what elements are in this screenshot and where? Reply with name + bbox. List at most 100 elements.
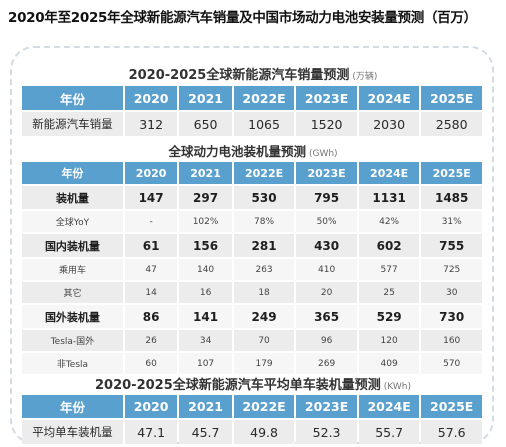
data-cell: 25 [358, 282, 420, 303]
data-cell: 725 [421, 259, 482, 280]
data-cell: 529 [358, 305, 420, 328]
data-cell: 18 [233, 282, 295, 303]
data-cell: 70 [233, 330, 295, 351]
ev-sales-title: 2020-2025全球新能源汽车销量预测 (万辆) [0, 64, 506, 83]
row-label: 国内装机量 [22, 234, 123, 257]
avg-capacity-table: 年份 2020 2021 2022E 2023E 2024E 2025E 平均单车装机量 47.… [20, 393, 484, 446]
data-cell: 530 [233, 186, 295, 209]
battery-install-title: 全球动力电池装机量预测 (GWh) [0, 141, 506, 160]
header-cell-year: 2020 [124, 86, 178, 110]
header-cell-year: 2023E [296, 395, 357, 418]
data-cell: 47.1 [124, 420, 178, 444]
data-cell: 26 [124, 330, 178, 351]
data-cell: 50% [296, 211, 357, 232]
data-cell: 120 [358, 330, 420, 351]
data-cell: 156 [179, 234, 232, 257]
avg-capacity-unit: (KWh) [383, 382, 411, 392]
data-cell: 409 [358, 353, 420, 374]
header-cell-year-label: 年份 [22, 86, 123, 110]
data-cell: 650 [179, 112, 232, 136]
data-cell: 107 [179, 353, 232, 374]
data-cell: 179 [233, 353, 295, 374]
row-label: 装机量 [22, 186, 123, 209]
data-cell: 730 [421, 305, 482, 328]
header-row: 年份 2020 2021 2022E 2023E 2024E 2025E [22, 395, 482, 418]
row-label: 国外装机量 [22, 305, 123, 328]
avg-capacity-title-text: 2020-2025全球新能源汽车平均单车装机量预测 [95, 378, 381, 393]
header-row: 年份 2020 2021 2022E 2023E 2024E 2025E [22, 162, 482, 184]
data-cell: 2030 [358, 112, 420, 136]
header-cell-year: 2022E [233, 395, 295, 418]
header-cell-year: 2021 [179, 86, 232, 110]
table-row: 国外装机量 86 141 249 365 529 730 [22, 305, 482, 328]
data-cell: 263 [233, 259, 295, 280]
data-cell: 55.7 [358, 420, 420, 444]
data-cell: - [124, 211, 178, 232]
row-label: 乘用车 [22, 259, 123, 280]
row-label: 平均单车装机量 [22, 420, 123, 444]
row-label: 新能源汽车销量 [22, 112, 123, 136]
header-cell-year-label: 年份 [22, 395, 123, 418]
ev-sales-unit: (万辆) [352, 72, 378, 82]
data-cell: 102% [179, 211, 232, 232]
row-label: 非Tesla [22, 353, 123, 374]
data-cell: 34 [179, 330, 232, 351]
data-cell: 141 [179, 305, 232, 328]
header-cell-year: 2024E [358, 162, 420, 184]
avg-capacity-title: 2020-2025全球新能源汽车平均单车装机量预测 (KWh) [0, 374, 506, 393]
header-cell-year: 2020 [124, 162, 178, 184]
data-cell: 160 [421, 330, 482, 351]
header-cell-year: 2022E [233, 162, 295, 184]
battery-install-unit: (GWh) [308, 149, 338, 159]
data-cell: 297 [179, 186, 232, 209]
data-cell: 1485 [421, 186, 482, 209]
data-cell: 78% [233, 211, 295, 232]
table-row: 平均单车装机量 47.1 45.7 49.8 52.3 55.7 57.6 [22, 420, 482, 444]
data-cell: 795 [296, 186, 357, 209]
data-cell: 49.8 [233, 420, 295, 444]
header-cell-year: 2024E [358, 395, 420, 418]
data-cell: 42% [358, 211, 420, 232]
data-cell: 16 [179, 282, 232, 303]
data-cell: 577 [358, 259, 420, 280]
data-cell: 140 [179, 259, 232, 280]
data-cell: 47 [124, 259, 178, 280]
data-cell: 1131 [358, 186, 420, 209]
data-cell: 52.3 [296, 420, 357, 444]
header-cell-year: 2025E [421, 86, 482, 110]
data-cell: 60 [124, 353, 178, 374]
header-cell-year-label: 年份 [22, 162, 123, 184]
data-cell: 269 [296, 353, 357, 374]
data-cell: 249 [233, 305, 295, 328]
data-cell: 755 [421, 234, 482, 257]
battery-install-table: 年份 2020 2021 2022E 2023E 2024E 2025E 装机量 147 297 5… [20, 160, 484, 376]
data-cell: 57.6 [421, 420, 482, 444]
header-cell-year: 2025E [421, 162, 482, 184]
row-label: Tesla-国外 [22, 330, 123, 351]
data-cell: 602 [358, 234, 420, 257]
header-cell-year: 2023E [296, 162, 357, 184]
page-title: 2020年至2025年全球新能源汽车销量及中国市场动力电池安装量预测（百万） [8, 10, 477, 26]
data-cell: 31% [421, 211, 482, 232]
data-cell: 570 [421, 353, 482, 374]
data-cell: 86 [124, 305, 178, 328]
table-row: 国内装机量 61 156 281 430 602 755 [22, 234, 482, 257]
header-cell-year: 2022E [233, 86, 295, 110]
data-cell: 312 [124, 112, 178, 136]
data-cell: 30 [421, 282, 482, 303]
table-row: 乘用车 47 140 263 410 577 725 [22, 259, 482, 280]
table-row: 其它 14 16 18 20 25 30 [22, 282, 482, 303]
table-row: 非Tesla 60 107 179 269 409 570 [22, 353, 482, 374]
row-label: 全球YoY [22, 211, 123, 232]
data-cell: 147 [124, 186, 178, 209]
header-cell-year: 2025E [421, 395, 482, 418]
battery-install-title-text: 全球动力电池装机量预测 [168, 144, 306, 159]
row-label: 其它 [22, 282, 123, 303]
data-cell: 1520 [296, 112, 357, 136]
header-cell-year: 2023E [296, 86, 357, 110]
data-cell: 96 [296, 330, 357, 351]
data-cell: 45.7 [179, 420, 232, 444]
header-cell-year: 2021 [179, 395, 232, 418]
table-row: Tesla-国外 26 34 70 96 120 160 [22, 330, 482, 351]
table-row: 全球YoY -102% 78% 50% 42% 31% [22, 211, 482, 232]
